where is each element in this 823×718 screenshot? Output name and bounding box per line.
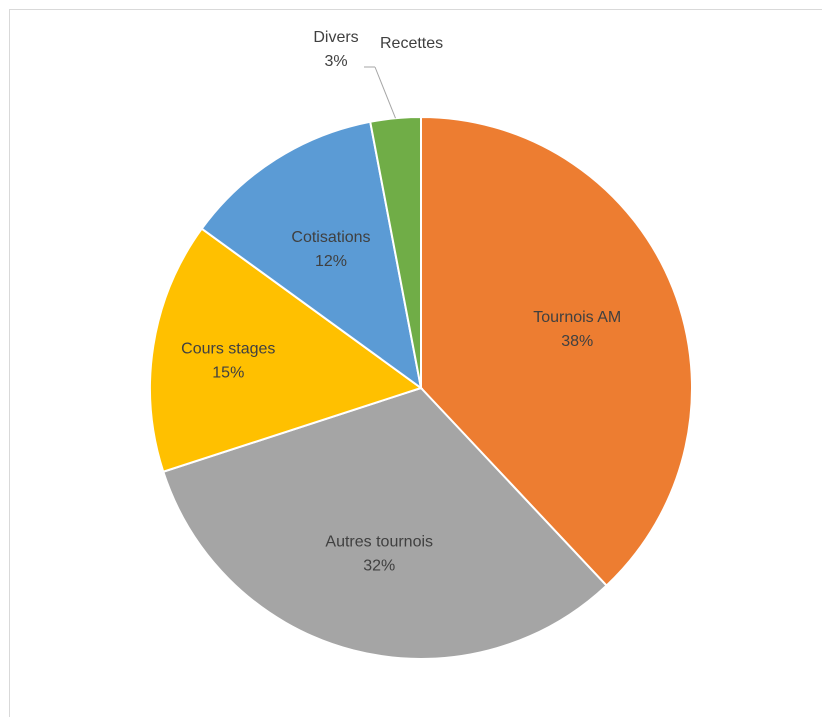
slice-label-tournois-am: Tournois AM: [533, 309, 621, 326]
slice-labels: Tournois AM 38% Autres tournois 32% Cours st…: [181, 29, 621, 575]
chart-title: Recettes: [380, 35, 443, 52]
slice-value-cours-stages: 15%: [212, 364, 244, 381]
slice-divers[interactable]: [369, 115, 422, 389]
slice-value-autres-tournois: 32%: [363, 558, 395, 575]
slice-value-divers: 3%: [324, 53, 347, 70]
slice-cotisations[interactable]: [200, 120, 423, 391]
slice-autres-tournois[interactable]: [162, 386, 608, 660]
slice-tournois-am[interactable]: [420, 115, 693, 587]
pie-slices: [149, 115, 693, 660]
slice-label-cotisations: Cotisations: [291, 229, 370, 246]
slice-cours-stages[interactable]: [149, 227, 424, 474]
slice-label-cours-stages: Cours stages: [181, 340, 275, 357]
slice-value-cotisations: 12%: [315, 253, 347, 270]
slice-value-tournois-am: 38%: [561, 333, 593, 350]
slice-label-autres-tournois: Autres tournois: [325, 534, 433, 551]
divers-leader-line: [374, 66, 396, 119]
slice-label-divers: Divers: [313, 29, 358, 46]
